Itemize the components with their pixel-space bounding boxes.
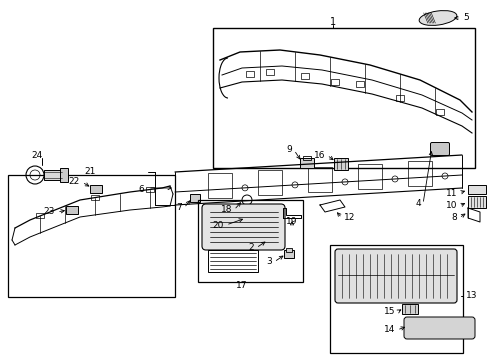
Bar bbox=[407, 162, 431, 186]
Bar bbox=[355, 81, 363, 87]
Bar bbox=[66, 206, 78, 214]
FancyBboxPatch shape bbox=[429, 143, 448, 156]
Bar bbox=[285, 248, 291, 252]
Bar bbox=[258, 170, 282, 195]
Bar bbox=[198, 200, 303, 282]
Text: 7: 7 bbox=[176, 203, 182, 212]
FancyBboxPatch shape bbox=[334, 249, 456, 303]
Bar bbox=[299, 158, 313, 168]
Bar bbox=[467, 196, 485, 208]
Bar bbox=[91, 195, 99, 199]
Text: 3: 3 bbox=[265, 257, 271, 266]
Text: 21: 21 bbox=[84, 167, 96, 176]
Text: 6: 6 bbox=[138, 185, 143, 194]
Text: 16: 16 bbox=[313, 150, 325, 159]
Bar bbox=[266, 236, 276, 244]
Bar bbox=[307, 167, 331, 192]
Bar bbox=[60, 168, 68, 182]
Bar bbox=[36, 213, 44, 218]
Text: 5: 5 bbox=[462, 13, 468, 22]
Text: 4: 4 bbox=[414, 199, 420, 208]
Bar bbox=[395, 95, 403, 101]
Text: 12: 12 bbox=[343, 213, 355, 222]
Text: 18: 18 bbox=[220, 206, 231, 215]
Bar bbox=[303, 156, 310, 160]
Bar bbox=[329, 245, 462, 353]
Bar bbox=[284, 250, 293, 258]
Text: 11: 11 bbox=[445, 189, 456, 198]
Bar bbox=[8, 175, 175, 297]
Text: 17: 17 bbox=[236, 282, 247, 291]
Text: 8: 8 bbox=[450, 213, 456, 222]
Text: 22: 22 bbox=[69, 177, 80, 186]
Bar bbox=[333, 158, 347, 170]
Bar bbox=[190, 194, 200, 202]
Bar bbox=[401, 304, 417, 314]
FancyBboxPatch shape bbox=[403, 317, 474, 339]
Bar bbox=[146, 186, 154, 192]
FancyBboxPatch shape bbox=[244, 213, 264, 223]
Bar bbox=[213, 28, 474, 168]
Text: 23: 23 bbox=[43, 207, 55, 216]
Bar bbox=[467, 185, 485, 194]
Bar bbox=[207, 173, 231, 198]
Bar bbox=[330, 79, 338, 85]
Bar bbox=[357, 165, 381, 189]
Bar bbox=[435, 109, 443, 115]
Ellipse shape bbox=[418, 10, 456, 26]
Bar bbox=[301, 73, 308, 79]
Text: 1: 1 bbox=[329, 17, 335, 27]
Bar bbox=[44, 170, 62, 180]
Bar bbox=[207, 250, 258, 272]
Text: 20: 20 bbox=[212, 220, 224, 230]
Text: 2: 2 bbox=[248, 243, 253, 252]
Text: 9: 9 bbox=[285, 145, 291, 154]
Bar bbox=[265, 69, 273, 75]
Text: 15: 15 bbox=[383, 307, 394, 316]
Bar bbox=[90, 185, 102, 193]
Bar bbox=[245, 71, 253, 77]
Text: 14: 14 bbox=[383, 325, 394, 334]
Text: 10: 10 bbox=[445, 202, 456, 211]
Text: 19: 19 bbox=[285, 217, 297, 226]
Text: 24: 24 bbox=[31, 150, 42, 159]
FancyBboxPatch shape bbox=[202, 204, 285, 250]
Text: 13: 13 bbox=[465, 292, 476, 301]
